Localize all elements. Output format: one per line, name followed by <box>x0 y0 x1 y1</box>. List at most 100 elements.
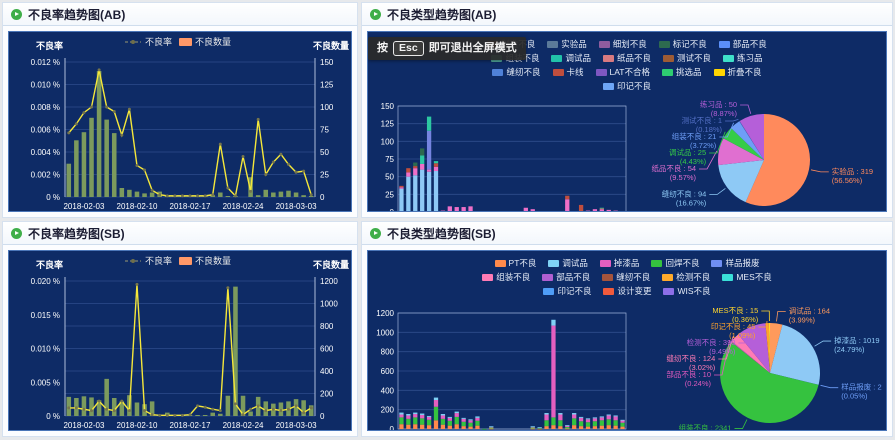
svg-text:2018-02-10: 2018-02-10 <box>117 202 158 211</box>
svg-text:MES不良 : 15(0.36%): MES不良 : 15 (0.36%) <box>712 305 758 324</box>
legend-item[interactable]: LAT不合格 <box>595 66 650 78</box>
legend-item[interactable]: 卡线 <box>552 66 584 78</box>
legend-item[interactable]: PT不良 <box>494 257 536 269</box>
legend-item[interactable]: 缝纫不良 <box>602 271 650 283</box>
play-circle-icon <box>11 8 22 20</box>
type-sb-pie-svg[interactable]: 调试品 : 164 (3.99%)掉漆品 : 1019 (24.79%) 样品报废 :… <box>634 299 886 431</box>
legend-item[interactable]: 检测不良 <box>662 271 710 283</box>
svg-text:0.004 %: 0.004 % <box>31 148 60 157</box>
legend-label: 印记不良 <box>557 286 592 296</box>
legend-item[interactable]: 测试不良 <box>663 52 711 64</box>
svg-text:100: 100 <box>320 103 334 112</box>
panel-header-rate-sb: 不良率趋势图(SB) <box>3 222 357 245</box>
chart-type-sb-area[interactable]: PT不良 调试品 掉漆品 回焊不良 样品报废组装不良 部品不良 缝纫不良 检测不良 MES不良印… <box>367 250 887 431</box>
legend-swatch <box>492 68 504 76</box>
svg-text:800: 800 <box>381 348 395 357</box>
chart-type-ab-area[interactable]: 按 Esc 即可退出全屏模式 制造不良实验品细划不良标记不良部品不良组装不良调试… <box>367 31 887 212</box>
legend-label: 部品不良 <box>732 39 767 49</box>
play-circle-icon <box>370 8 381 20</box>
rate-sb-chart-svg[interactable]: 0 200 400 600 800 1000 1200 0 % 0.005 % 0.010 % 0.… <box>9 251 351 431</box>
svg-text:0.015 %: 0.015 % <box>31 311 60 320</box>
svg-text:50: 50 <box>385 173 394 182</box>
legend-item[interactable]: 回焊不良 <box>651 257 699 269</box>
panel-defect-type-ab: 不良类型趋势图(AB) 按 Esc 即可退出全屏模式 制造不良实验品细划不良标记… <box>361 2 893 218</box>
legend-label: 掉漆品 <box>613 258 640 268</box>
legend-item[interactable]: 调试品 <box>551 52 591 64</box>
legend-swatch <box>543 287 555 295</box>
legend-label: 调试品 <box>562 258 588 268</box>
toast-text-prefix: 按 <box>377 41 388 54</box>
legend-item[interactable]: 挑选品 <box>661 66 702 78</box>
legend-item[interactable]: 练习品 <box>723 52 763 64</box>
legend-label: 检测不良 <box>676 272 711 282</box>
svg-text:150: 150 <box>381 102 395 111</box>
legend-swatch <box>599 259 611 267</box>
legend-label: 测试不良 <box>677 53 712 63</box>
legend-label: 组装不良 <box>496 272 531 282</box>
legend-item[interactable]: WIS不良 <box>663 285 711 297</box>
rate-ab-chart-svg[interactable]: 0 25 50 75 100 125 150 0 % 0.002 % 0.004 % 0.006 %… <box>9 32 351 212</box>
legend-item[interactable]: 纸品不良 <box>602 52 651 64</box>
legend-swatch <box>711 259 723 267</box>
legend-label: LAT不合格 <box>609 67 650 77</box>
chart-rate-ab-area[interactable]: 0 25 50 75 100 125 150 0 % 0.002 % 0.004 % 0.006 %… <box>8 31 352 212</box>
type-ab-stacked-bars-svg[interactable]: 02550751001251502018-02-032018-02-122018… <box>368 100 634 212</box>
svg-text:2018-02-17: 2018-02-17 <box>170 202 211 211</box>
legend-swatch <box>663 287 675 295</box>
legend-item[interactable]: 印记不良 <box>602 80 651 92</box>
legend-item[interactable]: 调试品 <box>548 257 588 269</box>
legend-swatch <box>713 68 725 76</box>
type-sb-stacked-bars-svg[interactable]: 0200400600800100012002018-02-032018-02-1… <box>368 307 634 431</box>
svg-text:1200: 1200 <box>376 309 394 318</box>
svg-text:不良数量: 不良数量 <box>195 36 231 47</box>
svg-text:练习品 : 50(8.87%): 练习品 : 50 (8.87%) <box>700 99 738 118</box>
legend-item[interactable]: 部品不良 <box>542 271 590 283</box>
legend-item[interactable]: 标记不良 <box>658 38 707 50</box>
svg-text:0.006 %: 0.006 % <box>31 126 60 135</box>
svg-text:缝纫不良 : 94(16.67%): 缝纫不良 : 94 (16.67%) <box>662 188 707 207</box>
legend-swatch <box>602 54 614 62</box>
legend-item[interactable]: 缝纫不良 <box>492 66 541 78</box>
legend-item[interactable]: 部品不良 <box>718 38 767 50</box>
legend-swatch <box>658 40 670 48</box>
legend-item[interactable]: 折叠不良 <box>713 66 762 78</box>
legend-label: MES不良 <box>736 272 772 282</box>
legend-item[interactable]: 细划不良 <box>598 38 647 50</box>
svg-text:不良率: 不良率 <box>145 255 172 266</box>
chart-rate-sb-area[interactable]: 0 200 400 600 800 1000 1200 0 % 0.005 % 0.010 % 0.… <box>8 250 352 431</box>
svg-text:25: 25 <box>385 190 394 199</box>
svg-text:0 %: 0 % <box>46 193 60 202</box>
type-sb-legend: PT不良 调试品 掉漆品 回焊不良 样品报废组装不良 部品不良 缝纫不良 检测不良 MES不良印… <box>368 251 886 297</box>
svg-text:1000: 1000 <box>376 328 394 337</box>
type-sb-charts-row: 0200400600800100012002018-02-032018-02-1… <box>368 299 886 431</box>
legend-swatch <box>718 40 730 48</box>
legend-label: 印记不良 <box>616 81 651 91</box>
svg-text:50: 50 <box>320 148 329 157</box>
legend-swatch <box>547 40 559 48</box>
panel-title: 不良类型趋势图(SB) <box>387 226 496 241</box>
svg-text:200: 200 <box>381 406 395 415</box>
legend-swatch <box>552 68 564 76</box>
svg-text:0.020 %: 0.020 % <box>31 277 60 286</box>
svg-text:2018-03-03: 2018-03-03 <box>276 202 317 211</box>
svg-text:调试品 : 164(3.99%): 调试品 : 164 (3.99%) <box>789 305 830 324</box>
legend-item[interactable]: 设计变更 <box>603 285 651 297</box>
legend-label: 缝纫不良 <box>506 67 541 77</box>
svg-text:样品报废 : 2(0.05%): 样品报废 : 2 (0.05%) <box>841 382 881 401</box>
legend-item[interactable]: 实验品 <box>547 38 587 50</box>
svg-text:1000: 1000 <box>320 300 338 309</box>
legend-label: 挑选品 <box>675 67 702 77</box>
panel-header-type-sb: 不良类型趋势图(SB) <box>362 222 892 245</box>
panel-title: 不良类型趋势图(AB) <box>387 7 497 22</box>
legend-item[interactable]: 印记不良 <box>543 285 591 297</box>
svg-text:不良数量: 不良数量 <box>313 40 349 51</box>
legend-item[interactable]: 掉漆品 <box>599 257 640 269</box>
legend-label: 部品不良 <box>556 272 591 282</box>
svg-text:部品不良 : 10(0.24%): 部品不良 : 10 (0.24%) <box>666 369 711 388</box>
svg-text:印记不良 : 45(1.09%): 印记不良 : 45 (1.09%) <box>711 321 756 340</box>
legend-item[interactable]: 样品报废 <box>711 257 759 269</box>
type-ab-pie-svg[interactable]: 实验品 : 319 (56.56%) 缝纫不良 : 94 (16.67%) 纸品不良 :… <box>634 94 886 212</box>
svg-text:调试品 : 25(4.43%): 调试品 : 25 (4.43%) <box>669 147 707 166</box>
legend-item[interactable]: MES不良 <box>722 271 772 283</box>
legend-item[interactable]: 组装不良 <box>482 271 530 283</box>
